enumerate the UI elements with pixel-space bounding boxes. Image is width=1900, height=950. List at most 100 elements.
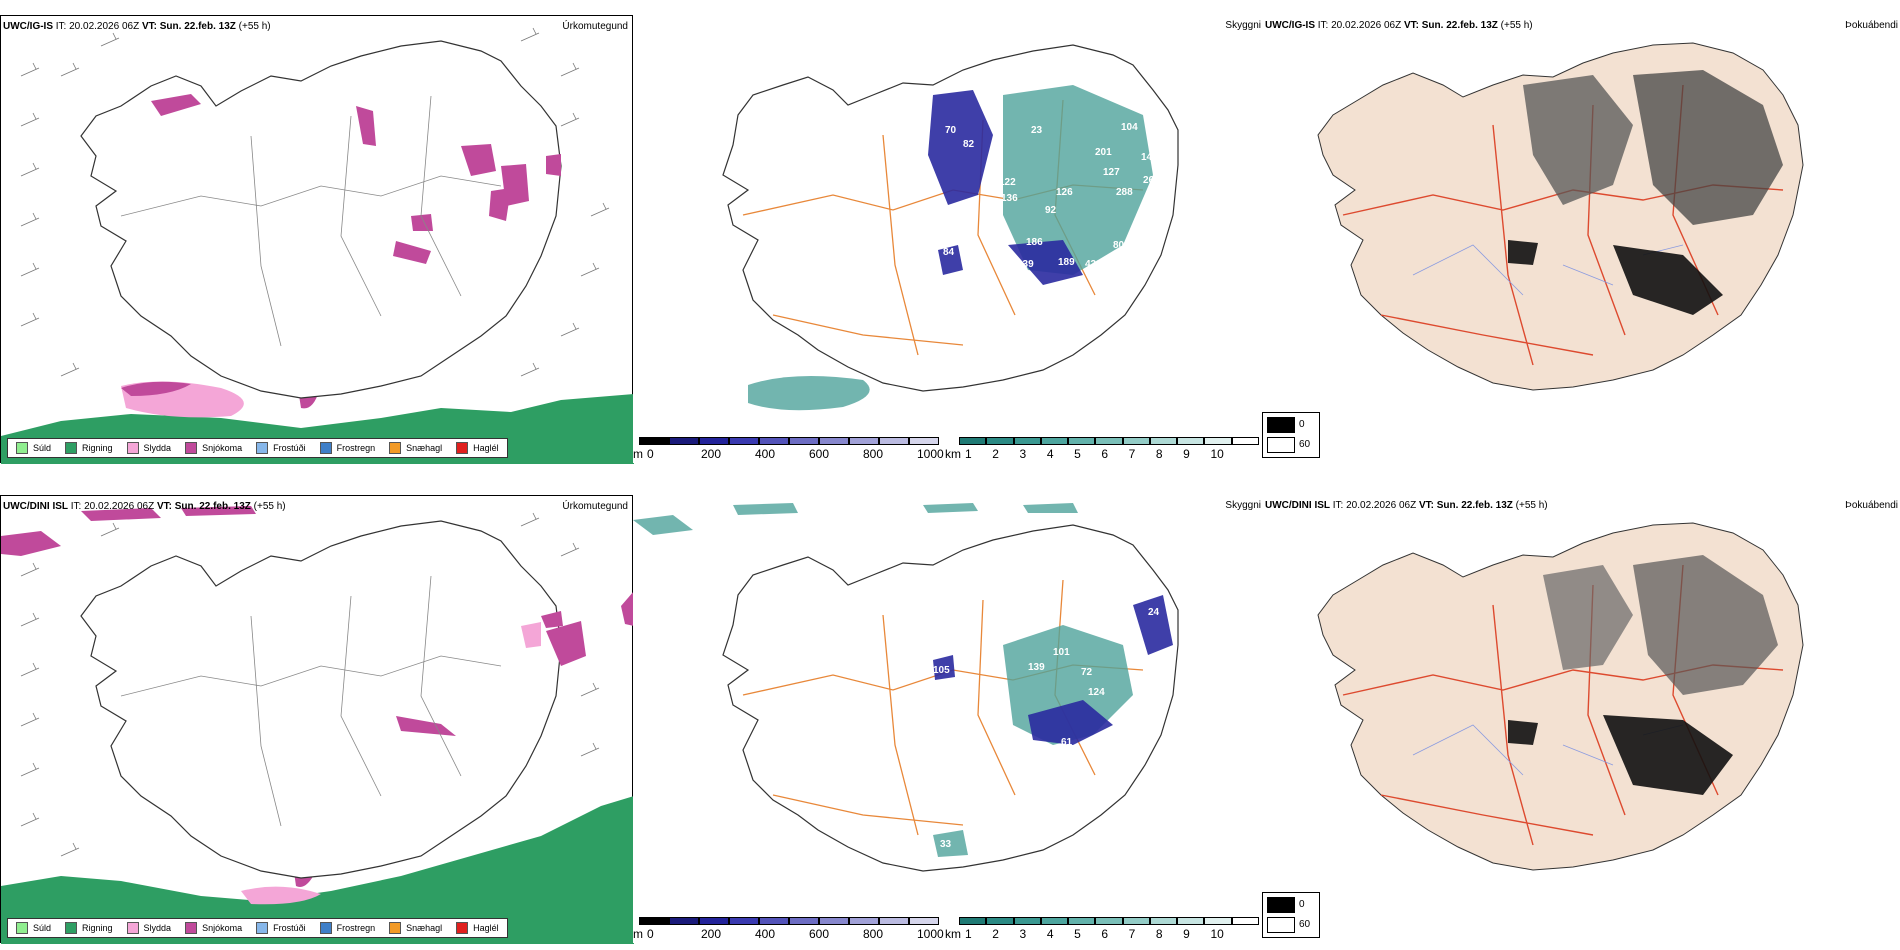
depth-label: 433 <box>1085 259 1102 270</box>
depth-colorbar-tick: 200 <box>701 927 722 941</box>
row2-cloud-header: UWC/DINI ISL IT: 20.02.2026 06Z VT: Sun.… <box>1265 500 1548 511</box>
fog-area <box>923 503 978 513</box>
depth-colorbar-segment <box>909 437 939 445</box>
model-name: UWC/IG-IS <box>3 21 53 32</box>
precip-legend-swatch <box>16 922 28 934</box>
wind-barbs <box>20 512 600 857</box>
depth-label: 23 <box>1031 125 1043 136</box>
vt-label: VT: <box>141 21 157 32</box>
precip-legend-swatch <box>319 442 332 454</box>
fog-area <box>1023 503 1078 513</box>
it-label: IT: <box>55 21 67 32</box>
visibility-colorbar-tick: 5 <box>1074 927 1081 941</box>
depth-label: 101 <box>1053 647 1070 658</box>
visibility-colorbar-segment <box>1177 917 1205 925</box>
precip-legend-swatch <box>256 442 269 454</box>
depth-label: 61 <box>1061 737 1073 748</box>
precip-panel-title: Úrkomutegund <box>562 501 628 512</box>
visibility-colorbar-segment <box>1149 437 1178 445</box>
depth-label: 14 <box>1141 152 1153 163</box>
visibility-colorbar-segment <box>959 917 987 925</box>
depth-colorbar-tick: 800 <box>863 927 884 941</box>
precip-legend-item: Rigning <box>65 442 113 454</box>
precip-legend-swatch <box>16 442 28 454</box>
depth-labels: 70 82 100 122 136 92 351 186 84 139 433 … <box>943 122 1162 271</box>
snow-area <box>546 154 561 176</box>
road-network <box>1342 564 1784 846</box>
snow-area <box>121 381 191 396</box>
visibility-colorbar-tick: 9 <box>1183 927 1190 941</box>
precip-legend-label: Súld <box>33 443 52 453</box>
depth-colorbar-tick: 0 <box>647 927 654 941</box>
visibility-panel-title: Skyggni <box>1225 500 1261 511</box>
depth-label: 70 <box>945 125 957 136</box>
visibility-panel-row2: 105 101 139 72 124 61 33 24 Skyggni m 0 20… <box>633 495 1263 943</box>
snow-area <box>393 241 431 264</box>
visibility-map-row1: 70 82 100 122 136 92 351 186 84 139 433 … <box>722 44 1179 411</box>
precip-panel-row1: UWC/IG-IS IT: 20.02.2026 06Z VT: Sun. 22… <box>0 15 634 464</box>
depth-colorbar-tick: 800 <box>863 447 884 461</box>
cloud-legend-label-1: 60 <box>1299 919 1311 930</box>
low-cloud-area <box>1508 240 1538 265</box>
precip-legend-item: Snjókoma <box>185 922 242 934</box>
depth-labels: 105 101 139 72 124 61 33 24 <box>933 607 1160 850</box>
visibility-colorbar-segment <box>959 437 987 445</box>
precip-legend-label: Frostregn <box>336 923 376 933</box>
precip-legend-item: Frostúði <box>256 442 306 454</box>
fog-area <box>1003 85 1153 275</box>
snow-area <box>461 144 496 176</box>
cloud-legend-row2: 0 60 <box>1262 892 1320 938</box>
low-cloud-area <box>1633 70 1783 225</box>
depth-colorbar-segment <box>759 437 789 445</box>
depth-label: 186 <box>1026 237 1043 248</box>
depth-colorbar-segment <box>789 917 819 925</box>
depth-colorbar-tick: 400 <box>755 927 776 941</box>
precip-legend-label: Frostúði <box>273 923 306 933</box>
depth-label: 136 <box>1001 193 1018 204</box>
snow-area <box>151 94 201 116</box>
depth-colorbar-segment <box>849 437 879 445</box>
depth-label: 92 <box>1045 205 1057 216</box>
low-vis-area <box>1008 240 1083 285</box>
depth-colorbar-segment <box>699 917 729 925</box>
depth-label: 139 <box>1028 662 1045 673</box>
low-cloud-area <box>1633 555 1778 695</box>
visibility-colorbar-unit: km <box>945 927 961 941</box>
precip-legend-item: Snæhagl <box>389 922 442 934</box>
depth-label: 80 <box>1113 240 1125 251</box>
depth-colorbar-tick: 400 <box>755 447 776 461</box>
depth-colorbar-segment <box>759 917 789 925</box>
precip-legend-label: Snjókoma <box>202 923 243 933</box>
depth-label: 124 <box>1088 687 1105 698</box>
visibility-colorbar-segment <box>1204 917 1232 925</box>
precip-legend-item: Frostregn <box>319 442 375 454</box>
depth-label: 91 <box>1115 260 1127 271</box>
visibility-panel-row1: 70 82 100 122 136 92 351 186 84 139 433 … <box>633 15 1263 463</box>
depth-colorbar-segment <box>669 917 699 925</box>
depth-colorbar-segment <box>669 437 699 445</box>
depth-colorbar-tick: 1000 <box>917 447 944 461</box>
depth-colorbar-tick: 0 <box>647 447 654 461</box>
precip-legend-label: Súld <box>33 923 52 933</box>
depth-label: 139 <box>1017 259 1034 270</box>
cloud-legend-swatch-0 <box>1267 417 1295 433</box>
it-label: IT: <box>70 501 82 512</box>
visibility-colorbar: km 1 2 3 4 5 6 7 8 9 10 <box>945 437 1261 463</box>
cloud-panel-title: Þokuábendi <box>1845 500 1898 511</box>
depth-colorbar-tick: 200 <box>701 447 722 461</box>
precip-legend-label: Haglél <box>473 443 499 453</box>
snow-area <box>546 621 586 666</box>
visibility-colorbar-segment <box>1095 917 1123 925</box>
depth-colorbar-segment <box>879 437 909 445</box>
it-label: IT: <box>1332 500 1344 511</box>
snow-area <box>621 591 634 626</box>
precip-legend: Súld Rigning Slydda Snjókoma Frostúði Frostre… <box>7 918 508 938</box>
visibility-colorbar-unit: km <box>945 447 961 461</box>
it-value: 20.02.2026 06Z <box>1331 20 1402 31</box>
precip-panel-row2: UWC/DINI ISL IT: 20.02.2026 06Z VT: Sun.… <box>0 495 634 944</box>
visibility-colorbar-tick: 8 <box>1155 447 1163 461</box>
cloud-legend-label-1: 60 <box>1299 439 1311 450</box>
low-vis-area <box>928 90 993 205</box>
fog-area <box>933 830 968 857</box>
low-vis-area <box>1133 595 1173 655</box>
